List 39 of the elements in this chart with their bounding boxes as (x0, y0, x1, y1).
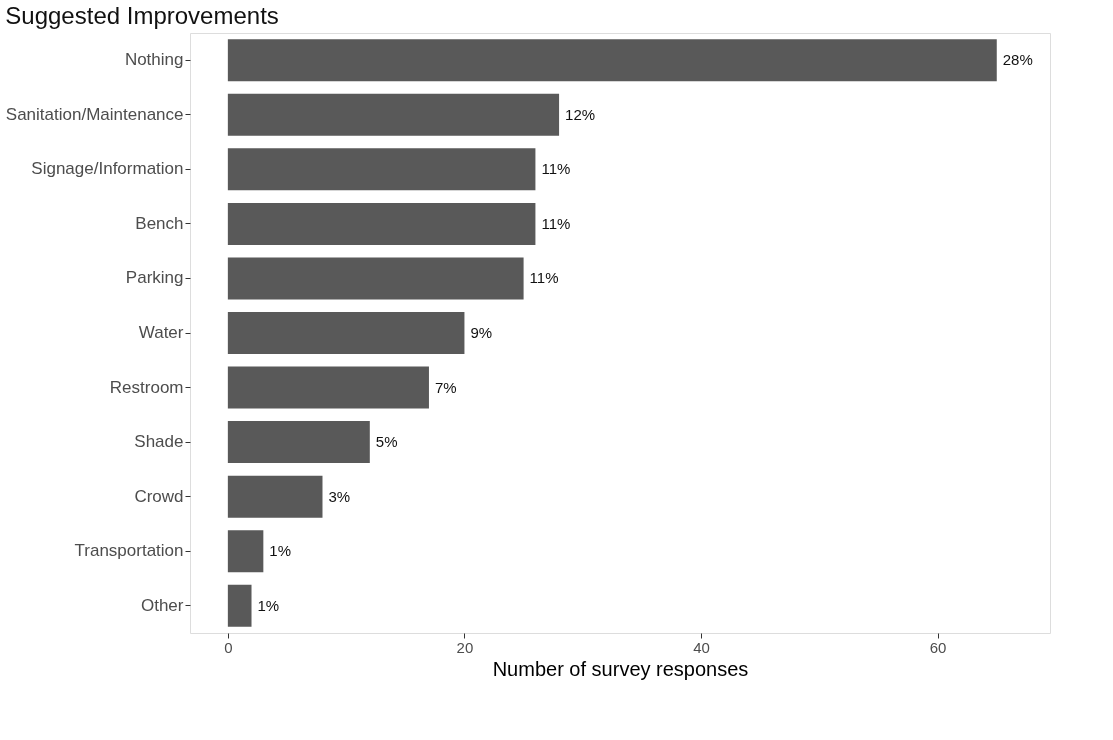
y-tick-label: Water (138, 323, 184, 342)
bar (227, 202, 536, 245)
bar (227, 421, 370, 464)
bar (227, 312, 465, 354)
annotation: 7% (434, 378, 457, 396)
y-tick-label: Bench (135, 213, 184, 233)
y-tick-label: Sanitation/Maintenance (5, 104, 184, 124)
annotation: 12% (565, 105, 596, 123)
annotation: 11% (529, 269, 559, 287)
annotation: 1% (269, 542, 292, 560)
chart-title: Suggested Improvements (5, 2, 279, 29)
bar (227, 39, 997, 82)
annotation: 5% (375, 433, 398, 451)
y-tick-label: Crowd (134, 486, 184, 506)
x-tick-label: 60 (929, 638, 947, 656)
annotation: 11% (541, 214, 571, 232)
y-tick-label: Transportation (74, 541, 184, 561)
y-tick-label: Restroom (109, 377, 184, 397)
y-tick-label: Other (140, 595, 184, 615)
y-tick-label: Signage/Information (31, 159, 184, 179)
x-tick-label: 20 (456, 638, 474, 656)
x-axis-title: Number of survey responses (492, 657, 749, 680)
x-tick-label: 0 (224, 638, 233, 656)
annotation: 9% (470, 324, 493, 341)
annotation: 28% (1002, 51, 1033, 69)
annotation: 3% (328, 487, 351, 505)
bar (227, 475, 323, 518)
bar (227, 530, 264, 573)
bar (227, 93, 560, 136)
bar (227, 584, 252, 627)
bar (227, 257, 524, 300)
x-tick-label: 40 (693, 638, 710, 656)
annotation: 11% (541, 160, 571, 178)
y-tick-label: Parking (125, 268, 184, 288)
bar (227, 148, 536, 191)
annotation: 1% (257, 596, 280, 614)
y-tick-label: Nothing (124, 50, 184, 70)
y-tick-label: Shade (134, 432, 184, 452)
bar (227, 366, 429, 409)
